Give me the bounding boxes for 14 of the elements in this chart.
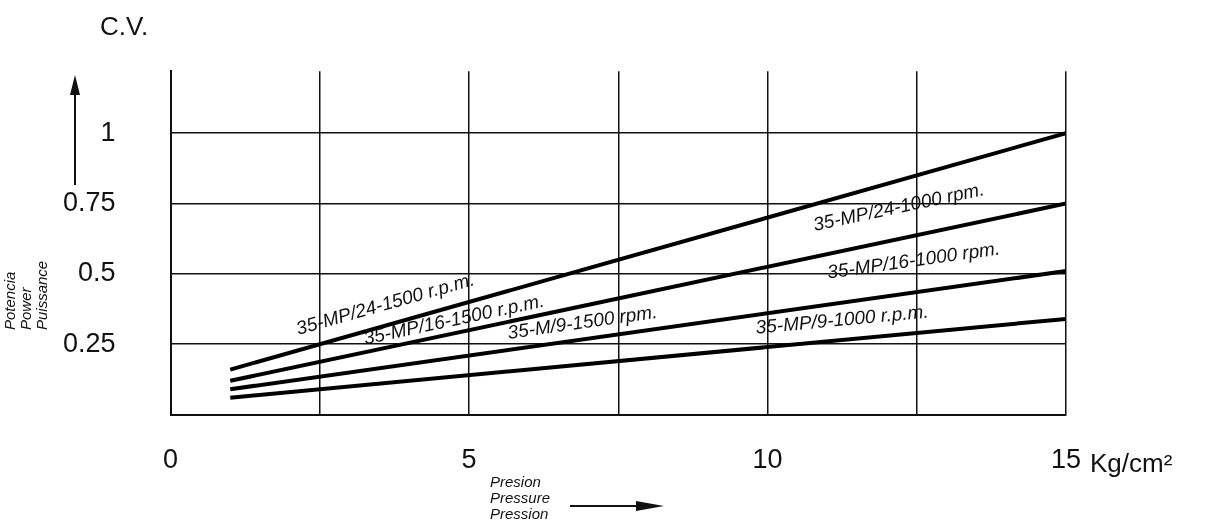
y-tick-label: 1 xyxy=(100,116,116,147)
annotation: 35-MP/9-1000 r.p.m. xyxy=(754,300,930,338)
x-tick-label: 15 xyxy=(1050,444,1082,475)
y-tick-label: 0.25 xyxy=(62,327,116,358)
x-tick-label: 0 xyxy=(163,444,179,475)
x-tick-label: 10 xyxy=(752,444,783,475)
x-axis-title: Presion Pressure Pression xyxy=(490,473,551,522)
y-tick-label: 0.5 xyxy=(78,257,116,288)
text: Kg/cm² xyxy=(1090,447,1173,478)
x-tick-label: 5 xyxy=(461,444,477,475)
y-tick-label: 0.75 xyxy=(62,186,116,217)
text: C.V. xyxy=(100,11,149,42)
y-axis-title: Potencia Power Puissance xyxy=(1,260,50,330)
annotation: 35-MP/16-1000 rpm. xyxy=(825,237,1002,283)
